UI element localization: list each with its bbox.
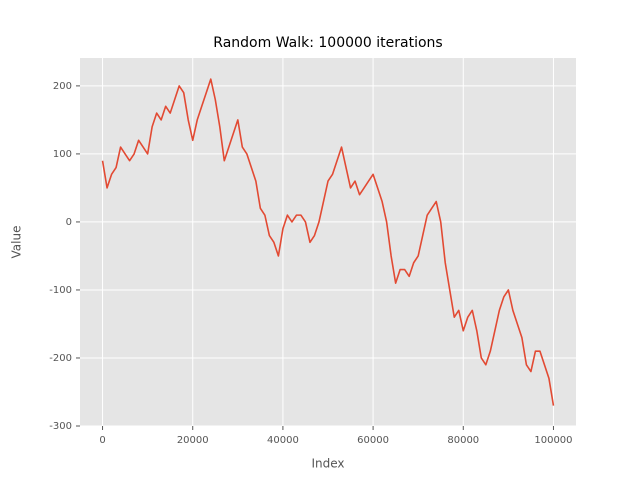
x-axis-label: Index: [311, 457, 344, 471]
x-tick-label: 40000: [267, 435, 299, 446]
chart-title: Random Walk: 100000 iterations: [213, 35, 442, 51]
y-axis-label: Value: [10, 226, 24, 259]
x-tick-label: 60000: [357, 435, 389, 446]
x-tick-label: 0: [99, 435, 105, 446]
y-tick-label: -300: [49, 421, 72, 432]
data-line: [101, 78, 555, 406]
y-tick-label: 0: [66, 217, 72, 228]
x-tick-label: 100000: [534, 435, 572, 446]
y-tick-label: 100: [53, 149, 72, 160]
x-tick-label: 20000: [177, 435, 209, 446]
x-tick-label: 80000: [447, 435, 479, 446]
y-tick-label: -200: [49, 353, 72, 364]
y-tick-label: 200: [53, 81, 72, 92]
y-tick-label: -100: [49, 285, 72, 296]
plot-area: [80, 58, 576, 426]
